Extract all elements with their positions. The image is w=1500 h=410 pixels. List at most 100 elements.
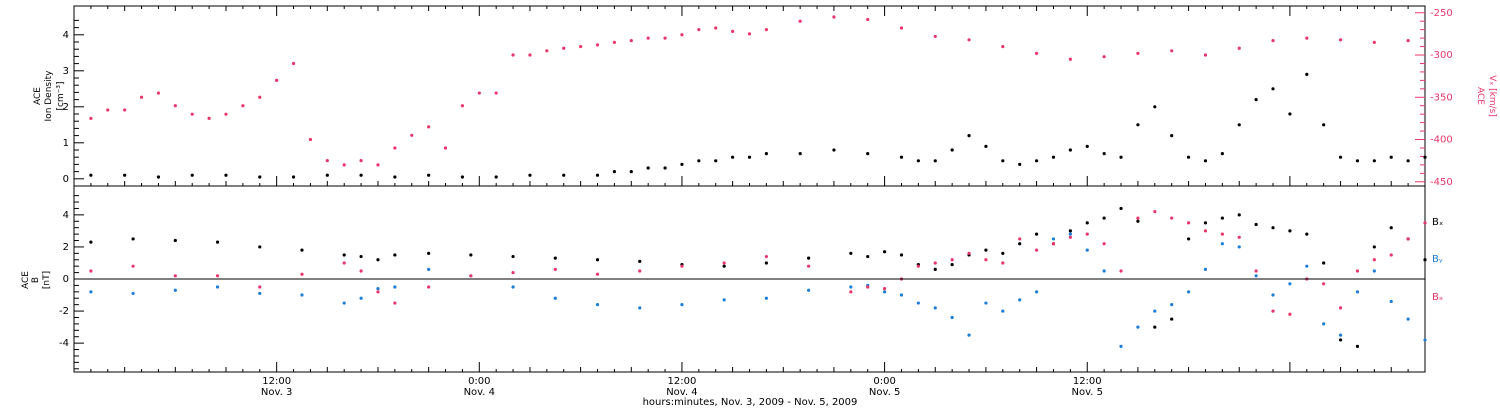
data-point — [1170, 303, 1174, 307]
top-panel-series — [89, 15, 1427, 179]
data-point — [241, 104, 245, 108]
data-point — [1271, 39, 1275, 43]
data-point — [866, 254, 870, 259]
top-ylabel-line1: ACE — [33, 87, 43, 105]
data-point — [595, 272, 600, 276]
data-point — [1237, 235, 1241, 239]
data-point — [1170, 317, 1174, 321]
y-tick-label: 0 — [63, 274, 69, 285]
data-point — [156, 91, 161, 95]
legend-bx: Bₓ — [1432, 217, 1443, 228]
data-point — [680, 303, 684, 307]
data-point — [376, 287, 380, 291]
top-right-y-axis: -250 -300 -350 -400 -450 — [1415, 8, 1453, 188]
data-point — [545, 49, 549, 53]
data-point — [798, 152, 802, 156]
data-point — [967, 333, 971, 337]
data-point — [967, 134, 971, 138]
data-point — [764, 261, 768, 265]
data-point — [1305, 36, 1309, 40]
data-point — [553, 267, 557, 271]
data-point — [89, 116, 93, 120]
y-tick-label: -300 — [1430, 50, 1453, 61]
data-point — [967, 251, 971, 255]
data-point — [807, 256, 811, 260]
data-point — [933, 267, 937, 271]
data-point — [258, 95, 262, 99]
data-point — [528, 53, 532, 57]
data-point — [393, 301, 397, 305]
y-tick-label: -4 — [59, 338, 69, 349]
data-point — [376, 258, 380, 262]
data-point — [722, 264, 726, 268]
data-point — [1338, 338, 1343, 342]
data-point — [1034, 51, 1039, 55]
data-point — [1153, 325, 1157, 329]
bottom-panel-series — [89, 206, 1427, 348]
data-point — [832, 148, 836, 152]
data-point — [131, 291, 135, 296]
x-tick-time: 0:00 — [873, 376, 895, 387]
data-point — [1372, 269, 1376, 273]
data-point — [300, 248, 304, 252]
data-point — [1068, 148, 1072, 152]
data-point — [1170, 216, 1174, 220]
data-point — [950, 148, 954, 152]
data-point — [528, 173, 532, 177]
x-tick-time: 12:00 — [1073, 376, 1102, 387]
data-point — [807, 288, 811, 292]
data-point — [916, 159, 920, 163]
data-point — [1034, 232, 1039, 236]
data-point — [376, 290, 380, 294]
x-tick-date: Nov. 3 — [261, 387, 292, 398]
data-point — [511, 53, 515, 57]
data-point — [359, 254, 363, 259]
x-tick-date: Nov. 4 — [666, 387, 697, 398]
y-tick-label: 3 — [63, 66, 69, 77]
data-point — [1119, 155, 1123, 159]
data-point — [427, 285, 431, 289]
data-point — [1186, 155, 1191, 159]
data-point — [1355, 344, 1360, 348]
data-point — [173, 274, 177, 278]
data-point — [1102, 152, 1106, 156]
data-point — [1305, 72, 1309, 76]
data-point — [291, 61, 296, 66]
data-point — [595, 258, 600, 262]
data-point — [342, 253, 346, 257]
data-point — [342, 261, 346, 265]
data-point — [764, 152, 768, 156]
legend-bz: Bₔ — [1432, 292, 1443, 303]
data-point — [1085, 232, 1089, 236]
data-point — [477, 91, 481, 95]
data-point — [663, 36, 667, 40]
data-point — [190, 112, 194, 116]
data-point — [646, 166, 650, 170]
data-point — [1001, 261, 1005, 265]
data-point — [1034, 248, 1039, 252]
data-point — [427, 267, 431, 271]
data-point — [1322, 261, 1326, 265]
data-point — [342, 301, 346, 305]
data-point — [1203, 221, 1208, 225]
data-point — [1136, 216, 1140, 220]
data-point — [1355, 159, 1360, 163]
data-point — [1203, 159, 1208, 163]
data-point — [393, 285, 397, 289]
data-point — [1305, 232, 1309, 236]
x-tick-time: 12:00 — [668, 376, 697, 387]
data-point — [215, 274, 220, 278]
data-point — [393, 146, 397, 150]
data-point — [1237, 123, 1241, 127]
data-point — [359, 269, 363, 273]
data-point — [359, 296, 363, 300]
data-point — [1085, 144, 1089, 148]
data-point — [1389, 299, 1393, 304]
data-point — [224, 173, 228, 177]
x-tick-date: Nov. 4 — [464, 387, 495, 398]
data-point — [899, 293, 904, 297]
data-point — [1389, 226, 1393, 230]
data-point — [89, 269, 93, 273]
top-right-ylabel-line2: Vₓ [km/s] — [1487, 75, 1497, 117]
x-tick-date: Nov. 5 — [869, 387, 900, 398]
